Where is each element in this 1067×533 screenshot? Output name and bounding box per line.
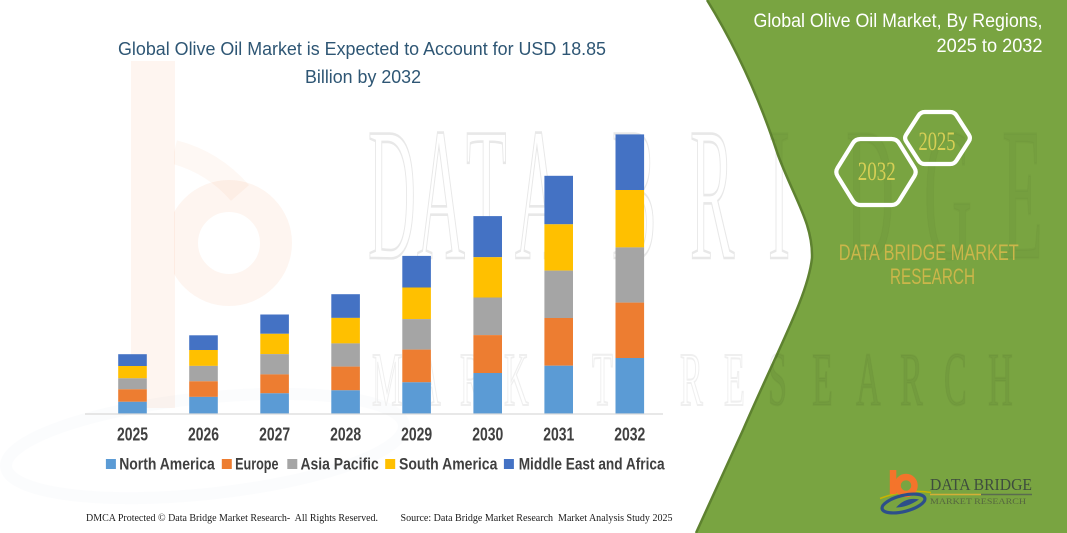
svg-text:2025: 2025 — [117, 424, 148, 445]
svg-text:R: R — [680, 337, 703, 422]
svg-text:South America: South America — [399, 455, 498, 474]
svg-text:RESEARCH: RESEARCH — [890, 264, 975, 289]
svg-text:H: H — [988, 337, 1013, 422]
svg-text:2025 to 2032: 2025 to 2032 — [937, 36, 1043, 57]
svg-text:North America: North America — [119, 455, 215, 474]
svg-text:C: C — [944, 337, 967, 422]
svg-text:E: E — [812, 337, 833, 422]
svg-text:M: M — [372, 337, 402, 422]
svg-text:2026: 2026 — [188, 424, 219, 445]
svg-text:2032: 2032 — [858, 157, 896, 186]
svg-text:DATA BRIDGE: DATA BRIDGE — [930, 475, 1032, 494]
svg-text:Europe: Europe — [235, 455, 278, 474]
svg-text:Source: Data Bridge Market Res: Source: Data Bridge Market Research Mark… — [401, 513, 673, 524]
svg-text:D: D — [846, 88, 894, 299]
svg-text:MARKET RESEARCH: MARKET RESEARCH — [930, 497, 1026, 506]
svg-text:2030: 2030 — [472, 424, 503, 445]
svg-text:Asia Pacific: Asia Pacific — [301, 455, 379, 474]
svg-text:K: K — [504, 337, 529, 422]
svg-text:E: E — [724, 337, 745, 422]
svg-text:2025: 2025 — [919, 127, 956, 156]
svg-text:E: E — [1002, 88, 1043, 299]
svg-text:Middle East and Africa: Middle East and Africa — [519, 455, 665, 474]
svg-text:DMCA Protected © Data Bridge M: DMCA Protected © Data Bridge Market Rese… — [86, 513, 378, 524]
svg-text:2032: 2032 — [614, 424, 645, 445]
svg-text:2029: 2029 — [401, 424, 432, 445]
svg-text:R: R — [690, 88, 734, 299]
svg-text:Global Olive Oil Market, By Re: Global Olive Oil Market, By Regions, — [754, 11, 1043, 32]
svg-text:Billion by 2032: Billion by 2032 — [305, 66, 421, 87]
svg-text:A: A — [856, 337, 881, 422]
svg-text:2031: 2031 — [543, 424, 574, 445]
svg-text:Global Olive Oil Market is Exp: Global Olive Oil Market is Expected to A… — [118, 38, 606, 59]
svg-text:T: T — [592, 337, 613, 422]
svg-text:2028: 2028 — [330, 424, 361, 445]
svg-text:R: R — [900, 337, 923, 422]
svg-text:DATA BRIDGE MARKET: DATA BRIDGE MARKET — [839, 240, 1019, 265]
svg-text:2027: 2027 — [259, 424, 290, 445]
